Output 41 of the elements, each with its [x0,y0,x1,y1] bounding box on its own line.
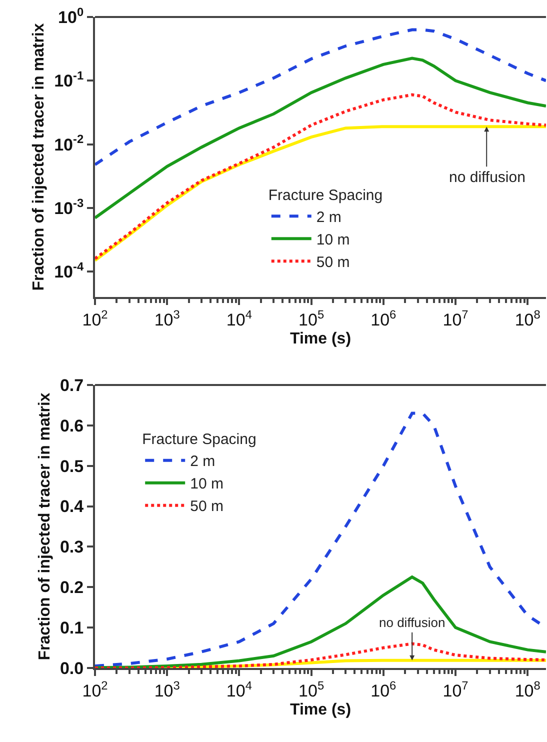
x-tick-label: 10$^{6}$ [370,307,397,330]
y-tick-label: 0.2 [60,578,84,598]
legend-label: 2 m [190,453,216,470]
x-axis-title: Time (s) [290,330,352,348]
annotation: no diffusion [449,169,526,186]
legend-label: 50 m [316,254,350,271]
x-tick-label: 10$^{7}$ [442,678,469,700]
x-tick-label: 10$^{8}$ [514,307,541,330]
y-tick-label: 10$^{-3}$ [54,196,84,218]
y-tick-label: 10$^{-1}$ [54,68,84,91]
y-tick-label: 0.6 [60,416,84,436]
x-tick-label: 10$^{5}$ [298,307,324,330]
legend-label: 2 m [316,209,342,226]
x-tick-label: 10$^{2}$ [82,307,108,330]
x-tick-label: 10$^{8}$ [514,678,541,700]
legend-label: 10 m [316,232,350,248]
y-tick-label: 0.0 [60,658,84,678]
annotation: no diffusion [379,615,446,630]
x-tick-label: 10$^{5}$ [298,678,324,700]
x-tick-label: 10$^{3}$ [154,678,180,700]
y-tick-label: 10$^{-4}$ [54,259,84,282]
y-tick-label: 0.7 [60,376,84,395]
x-tick-label: 10$^{7}$ [442,307,469,330]
x-tick-label: 10$^{3}$ [154,307,180,330]
x-tick-label: 10$^{4}$ [226,678,252,700]
x-tick-label: 10$^{4}$ [226,307,252,330]
legend-title: Fracture Spacing [142,431,256,448]
x-tick-label: 10$^{2}$ [82,678,108,700]
y-axis-title: Fraction of injected tracer in matrix [36,392,54,660]
x-axis-title: Time (s) [290,702,352,719]
legend-label: 10 m [190,476,224,493]
y-tick-label: 0.1 [60,618,84,638]
y-tick-label: 0.5 [60,456,84,476]
y-tick-label: 0.3 [60,538,84,557]
y-tick-label: 10$^{-2}$ [54,132,84,154]
y-tick-label: 10$^{0}$ [58,4,84,27]
y-tick-label: 0.4 [60,497,84,516]
y-axis-title: Fraction of injected tracer in matrix [30,23,48,291]
legend-label: 50 m [190,498,224,516]
legend-title: Fracture Spacing [268,186,383,204]
x-tick-label: 10$^{6}$ [370,678,397,700]
